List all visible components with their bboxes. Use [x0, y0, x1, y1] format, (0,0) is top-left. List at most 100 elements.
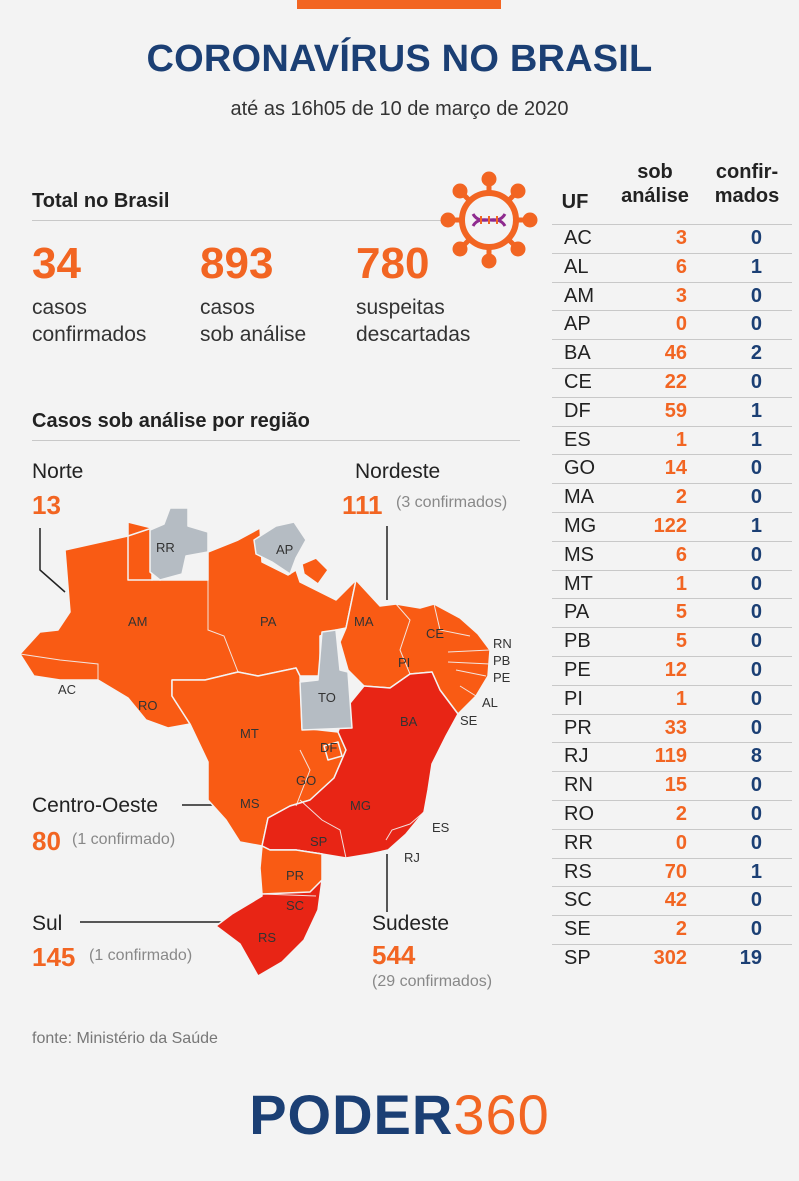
cell-conf: 0: [750, 572, 762, 595]
cell-sob: 5: [675, 630, 687, 653]
svg-text:SC: SC: [286, 898, 304, 913]
cell-sob: 1: [675, 687, 687, 710]
region-centro-oeste-name: Centro-Oeste: [32, 794, 159, 817]
svg-text:RN: RN: [493, 636, 512, 651]
state-ap-shape: [253, 521, 307, 575]
table-row: ES 1 1: [552, 425, 792, 456]
cell-sob: 42: [664, 889, 687, 912]
cell-conf: 19: [739, 947, 762, 969]
table-row: PE 12 0: [552, 656, 792, 686]
cell-uf: ES: [564, 428, 591, 451]
cell-uf: PB: [564, 630, 591, 653]
cell-sob: 33: [664, 716, 687, 739]
svg-text:MA: MA: [354, 614, 374, 629]
cell-sob: 6: [675, 255, 687, 278]
cell-uf: MS: [564, 543, 594, 566]
cell-sob: 15: [664, 774, 687, 797]
svg-text:TO: TO: [318, 690, 336, 705]
cell-uf: PR: [564, 716, 592, 739]
cell-sob: 46: [664, 342, 687, 365]
table-row: PR 33 0: [552, 713, 792, 744]
cell-sob: 1: [675, 572, 687, 595]
divider: [32, 440, 520, 441]
state-to-shape: [299, 629, 353, 731]
page-subtitle: até as 16h05 de 10 de março de 2020: [230, 98, 569, 120]
svg-text:PB: PB: [493, 653, 510, 668]
cell-conf: 0: [750, 774, 762, 797]
cell-uf: MT: [564, 572, 593, 595]
region-nordeste-value: 111: [342, 490, 383, 520]
table-row: BA 46 2: [552, 339, 792, 369]
table-row: RO 2 0: [552, 800, 792, 830]
cell-conf: 0: [750, 371, 762, 393]
cell-uf: AP: [564, 313, 591, 336]
svg-text:RJ: RJ: [404, 850, 420, 865]
stat-analysis-label: casos sob análise: [200, 296, 307, 346]
region-sul-value: 145: [32, 942, 76, 972]
cell-uf: RJ: [564, 745, 589, 768]
table-row: MT 1 0: [552, 569, 792, 600]
region-centro-oeste-value: 80: [32, 826, 61, 856]
table-header-confirmados: confir-mados: [714, 161, 780, 207]
cell-conf: 0: [750, 227, 762, 249]
cell-uf: PA: [564, 601, 590, 624]
cell-uf: RR: [564, 831, 593, 854]
svg-text:AP: AP: [276, 542, 293, 557]
cell-sob: 2: [675, 918, 687, 941]
cell-conf: 0: [750, 630, 762, 653]
svg-text:PR: PR: [286, 868, 304, 883]
svg-text:PE: PE: [493, 670, 511, 685]
cell-sob: 12: [664, 659, 687, 681]
cell-conf: 1: [750, 515, 762, 537]
cell-sob: 1: [675, 428, 687, 451]
region-norte-shape: [19, 521, 357, 729]
brazil-map: RR AP AM PA MA CE RN PB PE AL SE PI TO B…: [19, 507, 512, 977]
table-row: AM 3 0: [552, 281, 792, 312]
table-row: DF 59 1: [552, 396, 792, 427]
cell-conf: 0: [750, 716, 762, 739]
region-sudeste-note: (29 confirmados): [372, 973, 493, 990]
table-row: MS 6 0: [552, 540, 792, 571]
svg-text:RS: RS: [258, 930, 276, 945]
cell-sob: 0: [675, 831, 687, 854]
cell-conf: 2: [750, 342, 762, 365]
cell-conf: 0: [750, 889, 762, 912]
table-row: AL 6 1: [552, 252, 792, 283]
table-row: AP 0 0: [552, 310, 792, 340]
cell-conf: 0: [750, 284, 762, 307]
cell-sob: 119: [654, 745, 687, 768]
region-nordeste-name: Nordeste: [355, 460, 441, 483]
table-row: PB 5 0: [552, 627, 792, 657]
table-row: MA 2 0: [552, 483, 792, 513]
cell-uf: RS: [564, 860, 592, 883]
cell-conf: 8: [750, 745, 762, 768]
svg-text:PI: PI: [398, 655, 410, 670]
svg-text:AL: AL: [482, 695, 498, 710]
cell-uf: PE: [564, 659, 591, 681]
cell-uf: SC: [564, 889, 592, 912]
svg-text:GO: GO: [296, 773, 316, 788]
cell-uf: AL: [564, 255, 589, 278]
cell-sob: 70: [664, 860, 687, 883]
cell-sob: 14: [664, 457, 687, 480]
cell-conf: 1: [750, 255, 762, 278]
cell-uf: AC: [564, 227, 592, 249]
table-row: CE 22 0: [552, 368, 792, 398]
cell-conf: 1: [750, 399, 762, 422]
divider: [32, 220, 520, 221]
table-row: AC 3 0: [552, 224, 792, 254]
cell-sob: 2: [675, 486, 687, 509]
stat-confirmed-value: 34: [32, 239, 81, 288]
cell-conf: 0: [750, 543, 762, 566]
svg-text:SE: SE: [460, 713, 478, 728]
region-nordeste-shape: [339, 579, 491, 715]
table-row: GO 14 0: [552, 454, 792, 484]
cell-sob: 6: [675, 543, 687, 566]
svg-text:SP: SP: [310, 834, 327, 849]
table-header-sob: sob análise: [621, 161, 689, 207]
cell-conf: 0: [750, 918, 762, 941]
table-row: MG 122 1: [552, 512, 792, 542]
table-header-uf: UF: [561, 191, 589, 213]
table-row: RS 70 1: [552, 857, 792, 888]
table-row: RR 0 0: [552, 828, 792, 859]
